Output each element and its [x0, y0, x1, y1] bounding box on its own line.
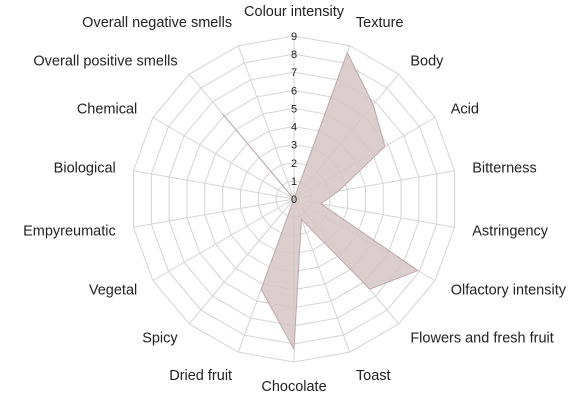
tick-label-4: 4	[291, 122, 297, 134]
grid-spoke-12	[152, 198, 295, 281]
axis-label: Overall negative smells	[82, 15, 232, 31]
axis-label: Astringency	[472, 223, 549, 239]
tick-label-6: 6	[291, 85, 297, 97]
grid-spoke-11	[188, 198, 295, 325]
tick-label-5: 5	[291, 103, 297, 115]
tick-label-7: 7	[291, 67, 297, 79]
axis-label: Colour intensity	[244, 4, 345, 20]
axis-label: Texture	[356, 15, 404, 31]
tick-label-8: 8	[291, 49, 297, 61]
axis-label: Bitterness	[472, 161, 536, 177]
series-area	[222, 52, 419, 350]
grid-spoke-17	[237, 45, 295, 200]
grid-spoke-14	[133, 170, 295, 200]
tick-label-3: 3	[291, 140, 297, 152]
tick-label-2: 2	[291, 158, 297, 170]
axis-label: Body	[410, 53, 444, 69]
grid-spoke-15	[152, 117, 295, 200]
grid-spoke-13	[133, 198, 295, 228]
axis-label: Acid	[451, 102, 479, 118]
axis-label: Chemical	[77, 102, 137, 118]
radar-series	[222, 52, 419, 350]
axis-label: Biological	[54, 161, 116, 177]
axis-label: Flowers and fresh fruit	[410, 331, 553, 347]
radial-tick-labels: 0 1 2 3 4 5 6 7 8 9	[291, 31, 297, 206]
tick-label-0: 0	[291, 194, 297, 206]
axis-label: Spicy	[142, 331, 178, 347]
axis-label: Olfactory intensity	[451, 283, 567, 299]
axis-label: Chocolate	[261, 379, 326, 395]
grid-spoke-8	[293, 198, 351, 353]
tick-label-1: 1	[291, 176, 297, 188]
axis-label: Empyreumatic	[23, 223, 116, 239]
axis-label: Overall positive smells	[33, 53, 177, 69]
axis-label: Toast	[356, 368, 391, 384]
axis-label: Vegetal	[89, 283, 137, 299]
axis-label: Dried fruit	[169, 368, 232, 384]
tick-label-9: 9	[291, 31, 297, 43]
axis-labels: Colour intensity Texture Body Acid Bitternes…	[23, 4, 567, 395]
